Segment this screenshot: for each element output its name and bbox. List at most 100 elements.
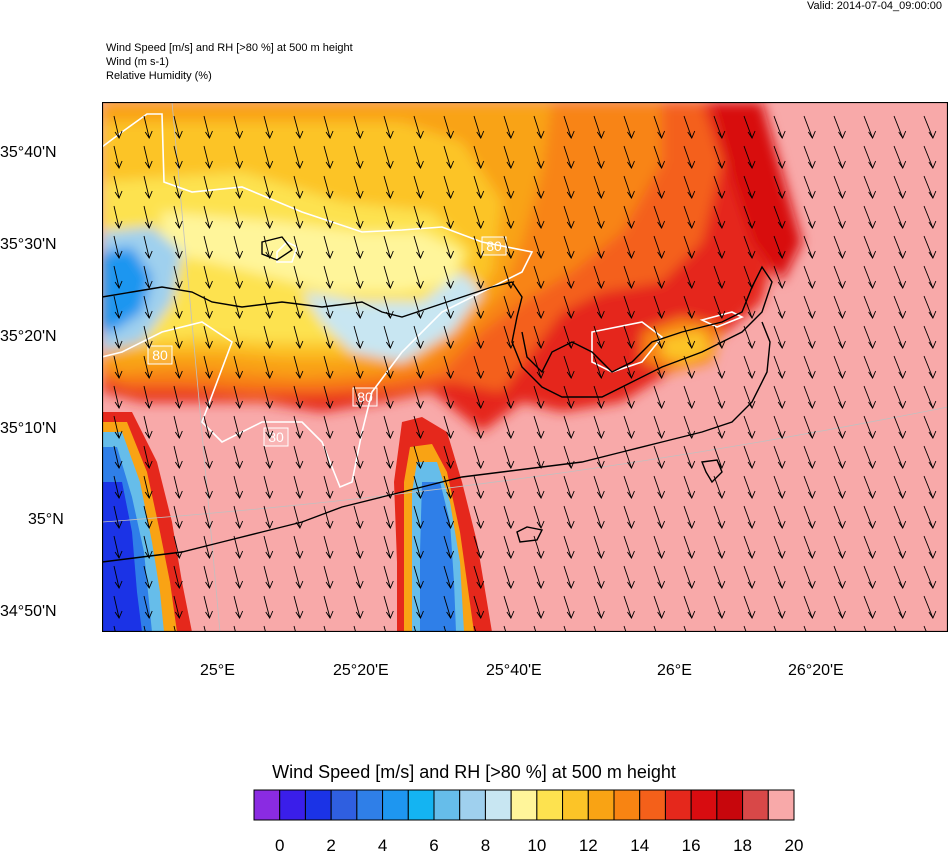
- wind-arrow: [383, 175, 394, 199]
- wind-arrow: [893, 265, 907, 289]
- wind-arrow: [773, 385, 786, 409]
- wind-arrow: [803, 475, 816, 499]
- wind-arrow: [173, 115, 183, 139]
- wind-arrow: [233, 205, 244, 229]
- wind-arrow: [683, 385, 696, 409]
- wind-arrow: [233, 535, 244, 559]
- wind-arrow: [653, 325, 666, 349]
- wind-arrow: [293, 505, 304, 529]
- wind-arrow: [623, 325, 635, 349]
- wind-arrow: [623, 595, 635, 619]
- wind-arrow: [593, 445, 605, 469]
- wind-arrow: [713, 355, 726, 379]
- wind-arrow: [623, 265, 635, 289]
- wind-arrow: [623, 475, 635, 499]
- colorbar-tick-label: 20: [784, 836, 804, 855]
- wind-arrow: [413, 175, 424, 199]
- wind-arrow: [143, 235, 153, 259]
- wind-arrow: [503, 625, 507, 632]
- wind-arrow: [713, 415, 726, 439]
- wind-arrow: [743, 325, 756, 349]
- wind-arrow: [713, 145, 726, 169]
- wind-arrow: [443, 565, 455, 589]
- wind-arrow: [143, 175, 153, 199]
- wind-arrow: [713, 265, 726, 289]
- wind-arrow: [233, 625, 236, 632]
- wind-arrow: [353, 475, 364, 499]
- wind-arrow: [923, 265, 937, 289]
- wind-arrow: [113, 205, 123, 229]
- map-panel: 80 80 80 80: [102, 102, 948, 632]
- wind-arrow: [863, 325, 877, 349]
- wind-arrow: [113, 445, 123, 469]
- wind-arrow: [173, 625, 176, 632]
- wind-arrow: [263, 475, 274, 499]
- wind-arrow: [203, 355, 213, 379]
- wind-arrow: [563, 235, 575, 259]
- wind-arrow: [473, 355, 485, 379]
- contour-label: 80: [152, 347, 168, 363]
- wind-arrow: [113, 265, 123, 289]
- wind-arrow: [773, 355, 786, 379]
- wind-arrow: [683, 625, 687, 632]
- wind-arrow: [833, 505, 846, 529]
- wind-arrow: [173, 415, 183, 439]
- lon-label: 26°20'E: [788, 662, 844, 679]
- wind-arrow: [923, 505, 937, 529]
- wind-arrow: [713, 445, 726, 469]
- wind-arrow: [743, 625, 747, 632]
- wind-arrow: [353, 205, 364, 229]
- wind-arrow: [863, 505, 877, 529]
- wind-arrow: [203, 625, 206, 632]
- wind-arrow: [443, 535, 455, 559]
- wind-arrow: [803, 415, 816, 439]
- wind-arrow: [623, 175, 635, 199]
- wind-arrow: [893, 145, 907, 169]
- wind-arrow: [293, 625, 297, 632]
- wind-arrow: [143, 625, 146, 632]
- wind-arrow: [113, 235, 123, 259]
- graticule: [102, 102, 948, 632]
- wind-arrow: [413, 445, 424, 469]
- wind-arrow: [263, 445, 274, 469]
- wind-arrow: [803, 325, 816, 349]
- wind-arrow: [683, 535, 696, 559]
- wind-arrow: [713, 175, 726, 199]
- wind-arrow: [743, 385, 756, 409]
- wind-arrow: [413, 355, 424, 379]
- wind-arrow: [623, 535, 635, 559]
- wind-arrow: [173, 265, 183, 289]
- wind-arrow: [893, 325, 907, 349]
- wind-arrow: [293, 145, 304, 169]
- wind-arrow: [623, 445, 635, 469]
- wind-arrow: [443, 505, 455, 529]
- contour-label: 80: [486, 238, 502, 254]
- wind-arrow: [383, 205, 394, 229]
- wind-arrow: [653, 625, 657, 632]
- wind-arrow: [143, 265, 153, 289]
- wind-arrow: [443, 475, 455, 499]
- wind-arrow: [593, 565, 605, 589]
- wind-arrow: [233, 355, 244, 379]
- colorbar: [253, 789, 795, 821]
- wind-arrow: [263, 595, 274, 619]
- wind-arrow: [743, 295, 756, 319]
- wind-arrow: [593, 415, 605, 439]
- wind-arrow: [833, 205, 846, 229]
- header-line-2: Wind (m s-1): [106, 56, 169, 68]
- wind-arrow: [473, 115, 485, 139]
- wind-arrow: [833, 595, 846, 619]
- wind-arrow: [353, 235, 364, 259]
- wind-arrow: [353, 505, 364, 529]
- wind-arrow: [833, 385, 846, 409]
- wind-arrow: [233, 175, 244, 199]
- wind-arrow: [413, 145, 424, 169]
- wind-arrow: [653, 565, 666, 589]
- wind-arrow: [773, 325, 786, 349]
- valid-time-label: Valid: 2014-07-04_09:00:00: [807, 0, 942, 12]
- wind-arrow: [773, 265, 786, 289]
- wind-arrow: [503, 355, 515, 379]
- wind-arrow: [263, 235, 274, 259]
- wind-arrow: [383, 625, 387, 632]
- wind-arrow: [323, 505, 334, 529]
